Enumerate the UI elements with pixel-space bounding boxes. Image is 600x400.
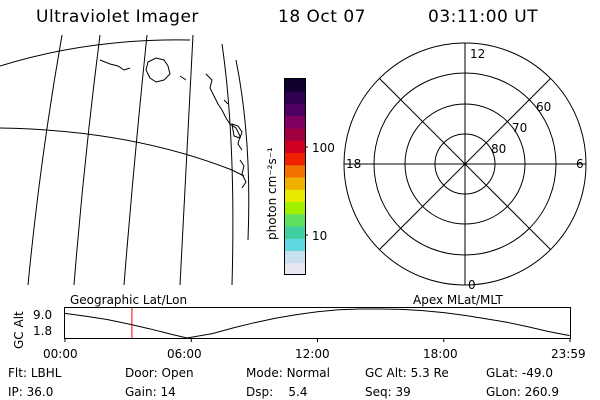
lat-label-60: 60: [536, 100, 551, 114]
geographic-map: [0, 35, 250, 285]
colorbar-stripe: [285, 250, 305, 264]
status-gain: Gain: 14: [125, 385, 176, 399]
status-dsp: Dsp: 5.4: [246, 385, 308, 399]
colorbar-stripe: [285, 164, 305, 178]
status-seq: Seq: 39: [365, 385, 411, 399]
color-bar: [284, 78, 308, 276]
status-mode: Mode: Normal: [246, 366, 330, 380]
status-glat: GLat: -49.0: [486, 366, 553, 380]
polar-plot: 12 0 18 6 60 70 80: [343, 42, 587, 290]
colorbar-stripe: [285, 128, 305, 141]
colorbar-stripe: [285, 213, 305, 227]
x-tick-1200: 12:00: [295, 347, 330, 361]
lat-label-70: 70: [512, 121, 527, 135]
status-gc-alt: GC Alt: 5.3 Re: [365, 366, 449, 380]
colorbar-stripe: [285, 226, 305, 239]
colorbar-stripe: [285, 152, 305, 166]
mlt-label-12: 12: [470, 47, 485, 61]
colorbar-unit-label: photon cm⁻²s⁻¹: [265, 147, 279, 240]
colorbar-stripe: [285, 115, 305, 129]
mlt-label-6: 6: [576, 157, 584, 171]
colorbar-stripe: [285, 201, 305, 215]
altitude-tick-min: 1.8: [33, 324, 53, 338]
geographic-projection-label: Geographic Lat/Lon: [70, 293, 188, 307]
mlt-label-18: 18: [346, 157, 361, 171]
colorbar-tick-100: 100: [312, 141, 335, 155]
colorbar-stripe: [285, 177, 305, 190]
instrument-title: Ultraviolet Imager: [36, 7, 199, 27]
status-flt: Flt: LBHL: [8, 366, 62, 380]
status-glon: GLon: 260.9: [486, 385, 559, 399]
x-tick-0000: 00:00: [43, 347, 78, 361]
altitude-line: [64, 308, 570, 339]
status-ip: IP: 36.0: [8, 385, 54, 399]
colorbar-tick-10: 10: [312, 229, 328, 243]
colorbar-stripe: [285, 79, 305, 92]
mlt-label-0: 0: [468, 278, 476, 290]
altitude-chart: [64, 307, 571, 342]
colorbar-stripe: [285, 91, 305, 104]
status-door: Door: Open: [125, 366, 194, 380]
colorbar-stripe: [285, 103, 305, 117]
x-tick-2359: 23:59: [551, 347, 586, 361]
x-tick-1800: 18:00: [423, 347, 458, 361]
time-label: 03:11:00 UT: [428, 7, 539, 27]
colorbar-stripe: [285, 140, 305, 153]
colorbar-stripe: [285, 238, 305, 251]
colorbar-stripe: [285, 262, 305, 276]
apex-projection-label: Apex MLat/MLT: [413, 293, 503, 307]
date-label: 18 Oct 07: [278, 7, 366, 27]
lat-label-80: 80: [491, 142, 506, 156]
colorbar-stripe: [285, 189, 305, 202]
x-tick-0600: 06:00: [167, 347, 202, 361]
altitude-tick-max: 9.0: [33, 308, 53, 322]
